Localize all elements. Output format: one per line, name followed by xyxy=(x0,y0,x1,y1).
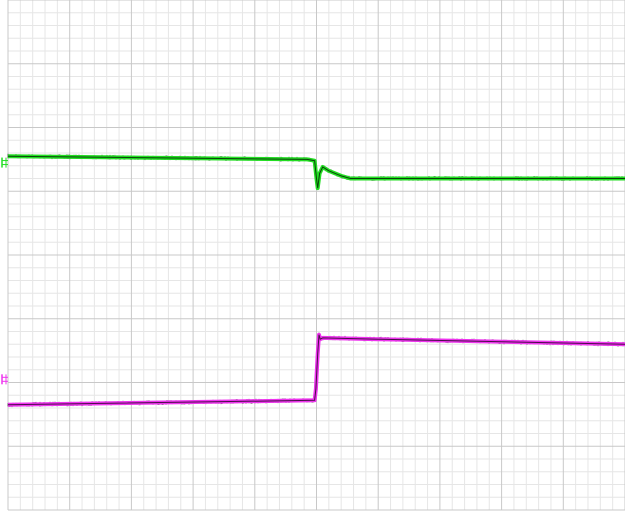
waveform-traces xyxy=(7,153,625,408)
trace-core-2 xyxy=(7,334,625,406)
channel-2-ground-marker-icon xyxy=(1,374,8,385)
channel-markers xyxy=(1,157,8,385)
trace-1 xyxy=(7,154,625,191)
channel-1-ground-marker-icon xyxy=(1,157,8,168)
trace-core-1 xyxy=(7,155,625,189)
